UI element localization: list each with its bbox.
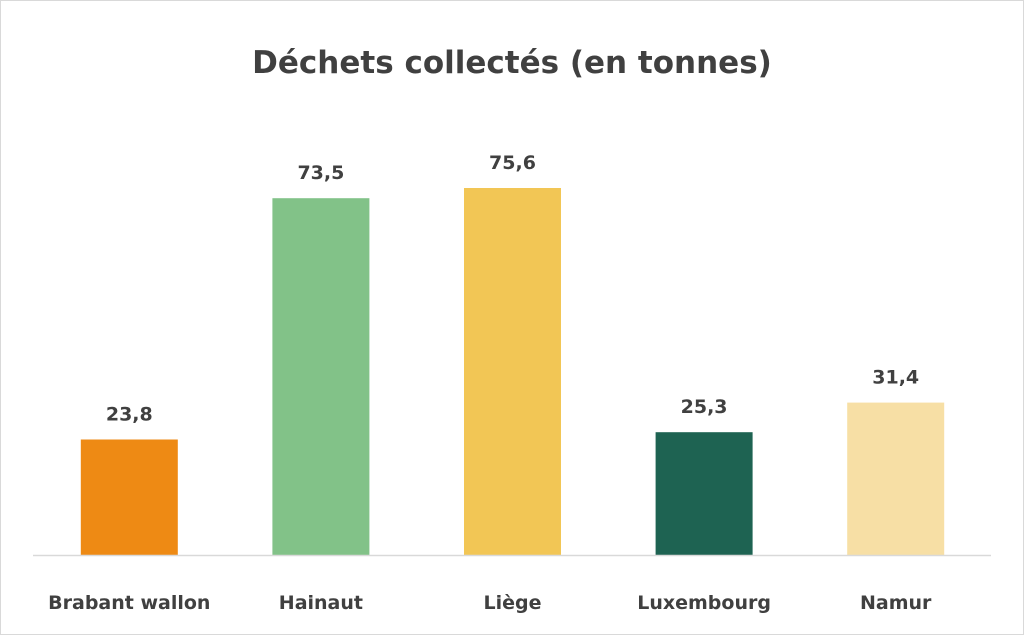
bars-group <box>80 188 945 555</box>
category-label: Namur <box>860 592 932 614</box>
category-label: Luxembourg <box>637 592 771 614</box>
category-label: Hainaut <box>279 592 363 614</box>
chart-title: Déchets collectés (en tonnes) <box>252 45 772 81</box>
data-label: 25,3 <box>681 396 728 418</box>
data-label: 75,6 <box>489 152 536 174</box>
bar-brabant-wallon <box>80 439 178 555</box>
bar-luxembourg <box>655 432 753 555</box>
category-label: Brabant wallon <box>48 592 210 614</box>
data-label: 23,8 <box>106 404 153 426</box>
category-label: Liège <box>484 592 542 614</box>
bar-namur <box>847 402 945 555</box>
bar-li-ge <box>464 188 561 555</box>
data-label: 31,4 <box>872 367 919 389</box>
category-labels-group: Brabant wallon Hainaut Liège Luxembourg Namu… <box>48 592 932 614</box>
data-label: 73,5 <box>297 162 344 184</box>
value-labels-group: 23,8 73,5 75,6 25,3 31,4 <box>106 152 919 426</box>
bar-hainaut <box>272 198 370 555</box>
